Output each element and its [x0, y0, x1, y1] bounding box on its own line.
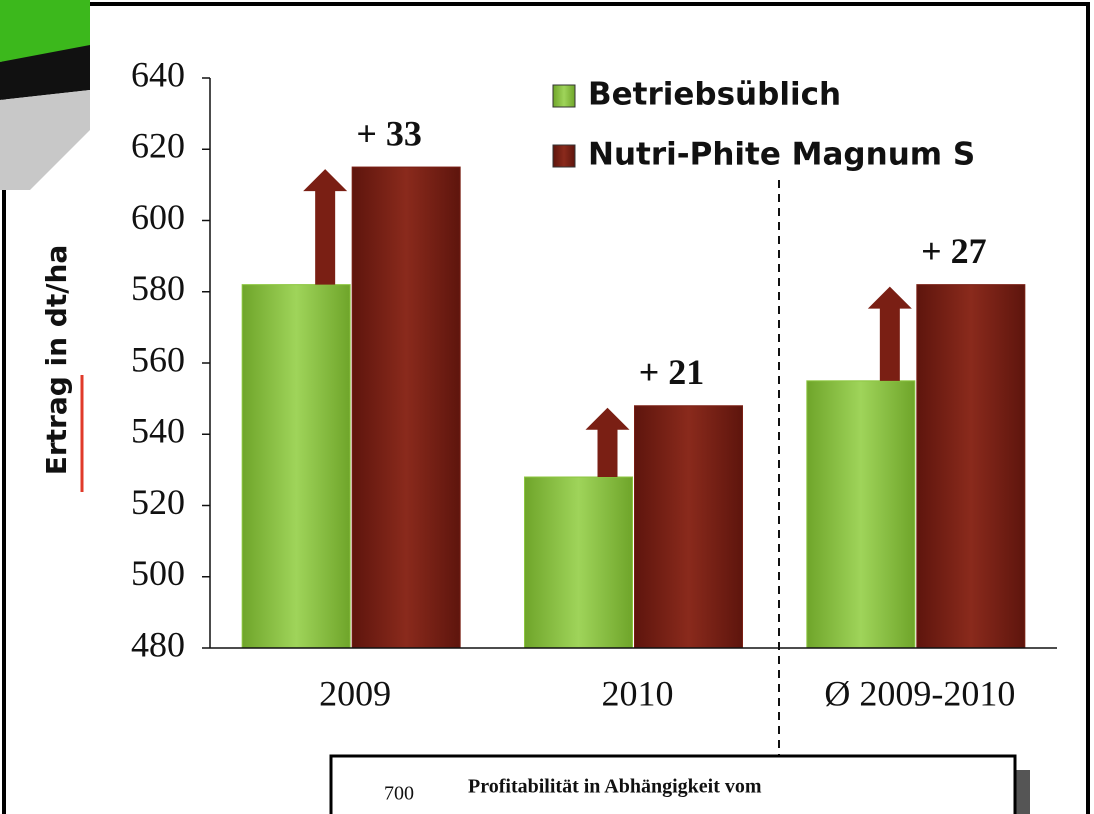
annotation: + 21: [639, 352, 705, 392]
increase-arrow: [585, 407, 630, 477]
inset: 700 Profitabilität in Abhängigkeit vom: [329, 754, 1030, 814]
increase-arrow: [303, 169, 348, 285]
bar: [351, 166, 461, 649]
corner-decoration: [0, 0, 90, 190]
inset-box: [329, 754, 1017, 814]
y-tick-label: 480: [131, 624, 185, 664]
x-tick-label: Ø 2009-2010: [824, 673, 1015, 713]
bar: [806, 380, 916, 649]
increase-arrow: [867, 286, 912, 381]
y-tick-label: 640: [131, 54, 185, 94]
bar: [524, 476, 633, 649]
inset-title: Profitabilität in Abhängigkeit vom: [468, 776, 762, 798]
y-tick-label: 500: [131, 553, 185, 593]
legend-swatch: [552, 144, 576, 168]
legend-label: Betriebsüblich: [588, 77, 841, 113]
bar: [634, 405, 743, 649]
annotation: + 27: [921, 231, 987, 271]
y-tick-label: 580: [131, 268, 185, 308]
inset-tick: 700: [384, 783, 414, 805]
y-tick-label: 520: [131, 482, 185, 522]
annotation: + 33: [356, 113, 422, 153]
bar: [241, 284, 351, 649]
y-axis-label: Ertrag in dt/ha: [40, 245, 73, 476]
y-tick-label: 620: [131, 126, 185, 166]
y-tick-label: 560: [131, 339, 185, 379]
y-tick-label: 600: [131, 197, 185, 237]
x-tick-label: 2010: [602, 673, 674, 713]
legend-label: Nutri-Phite Magnum S: [588, 137, 975, 173]
legend-swatch: [552, 84, 576, 108]
y-tick-label: 540: [131, 411, 185, 451]
bar: [916, 284, 1026, 649]
x-tick-label: 2009: [319, 673, 391, 713]
